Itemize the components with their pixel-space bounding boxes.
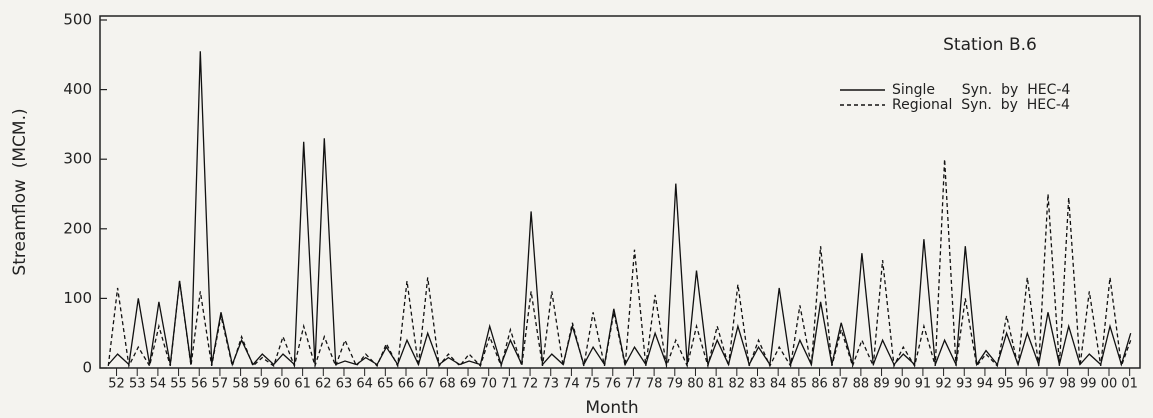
x-tick-label: 52	[108, 377, 125, 392]
x-tick-label: 00	[1101, 377, 1118, 392]
x-tick-label: 01	[1121, 377, 1138, 392]
x-tick-label: 73	[542, 377, 559, 392]
plot-frame	[99, 15, 1141, 369]
x-tick-label: 86	[811, 377, 828, 392]
x-tick-label: 75	[584, 377, 601, 392]
y-tick-label: 400	[63, 80, 92, 98]
x-tick-label: 92	[935, 377, 952, 392]
y-tick-label: 0	[82, 359, 92, 377]
x-axis-label: Month	[585, 398, 638, 418]
legend-label: Regional Syn. by HEC-4	[892, 97, 1070, 113]
x-tick-label: 94	[977, 377, 994, 392]
y-tick-label: 300	[63, 150, 92, 168]
y-tick-label: 500	[63, 11, 92, 29]
x-tick-label: 93	[956, 377, 973, 392]
x-tick-label: 71	[501, 377, 518, 392]
x-tick-label: 72	[522, 377, 539, 392]
x-tick-label: 96	[1018, 377, 1035, 392]
x-tick-label: 65	[377, 377, 394, 392]
x-tick-label: 97	[1039, 377, 1056, 392]
x-tick-label: 70	[480, 377, 497, 392]
y-tick-label: 100	[63, 289, 92, 307]
x-tick-label: 60	[274, 377, 291, 392]
x-tick-label: 89	[873, 377, 890, 392]
series-line	[107, 159, 1132, 369]
x-tick-label: 68	[439, 377, 456, 392]
x-tick-label: 63	[336, 377, 353, 392]
x-tick-label: 64	[356, 377, 373, 392]
x-tick-label: 57	[212, 377, 229, 392]
x-tick-label: 80	[687, 377, 704, 392]
x-tick-label: 78	[646, 377, 663, 392]
x-tick-label: 87	[832, 377, 849, 392]
x-tick-label: 61	[294, 377, 311, 392]
x-tick-label: 91	[915, 377, 932, 392]
y-tick-label: 200	[63, 219, 92, 237]
x-tick-label: 53	[129, 377, 146, 392]
x-tick-label: 69	[460, 377, 477, 392]
x-tick-label: 66	[398, 377, 415, 392]
x-tick-label: 88	[853, 377, 870, 392]
x-tick-label: 59	[253, 377, 270, 392]
y-axis-label: Streamflow (MCM.)	[10, 108, 30, 275]
x-tick-label: 84	[770, 377, 787, 392]
x-tick-label: 90	[894, 377, 911, 392]
x-tick-label: 76	[604, 377, 621, 392]
legend-label: Single Syn. by HEC-4	[892, 82, 1070, 98]
x-tick-label: 95	[997, 377, 1014, 392]
x-tick-label: 98	[1059, 377, 1076, 392]
x-tick-label: 74	[563, 377, 580, 392]
x-tick-label: 77	[625, 377, 642, 392]
x-tick-label: 56	[191, 377, 208, 392]
x-tick-label: 81	[708, 377, 725, 392]
x-tick-label: 58	[232, 377, 249, 392]
x-tick-label: 99	[1080, 377, 1097, 392]
x-tick-label: 67	[418, 377, 435, 392]
x-tick-label: 82	[729, 377, 746, 392]
chart-title: Station B.6	[943, 35, 1037, 55]
x-tick-label: 54	[150, 377, 167, 392]
x-tick-label: 85	[791, 377, 808, 392]
x-tick-label: 62	[315, 377, 332, 392]
x-tick-label: 83	[749, 377, 766, 392]
x-tick-label: 55	[170, 377, 187, 392]
x-tick-label: 79	[667, 377, 684, 392]
